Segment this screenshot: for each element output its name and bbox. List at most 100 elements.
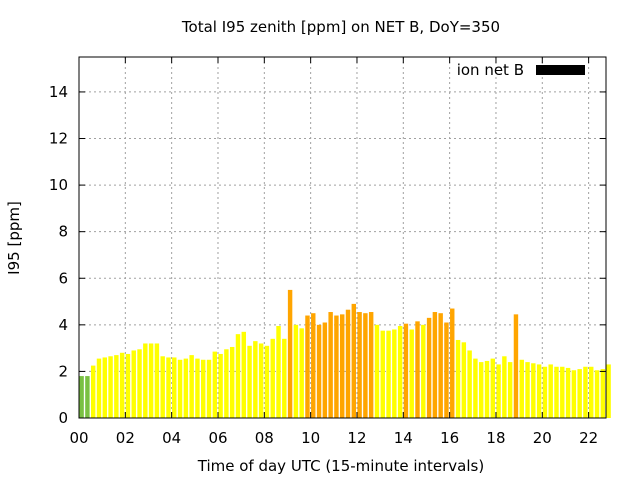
bar bbox=[316, 324, 322, 418]
bar bbox=[496, 364, 501, 418]
bar bbox=[322, 322, 328, 418]
y-tick-label: 10 bbox=[49, 176, 68, 194]
bar bbox=[455, 339, 461, 418]
bar bbox=[334, 315, 339, 418]
bar bbox=[102, 357, 107, 418]
bar bbox=[270, 338, 275, 418]
bar bbox=[502, 356, 507, 418]
grid-lines bbox=[79, 57, 606, 418]
bar bbox=[79, 376, 84, 418]
bar bbox=[148, 343, 154, 418]
bar bbox=[380, 330, 385, 418]
bar bbox=[218, 353, 223, 418]
bar bbox=[299, 328, 304, 418]
y-tick-label: 4 bbox=[58, 316, 68, 334]
bar bbox=[594, 370, 600, 418]
bar bbox=[96, 358, 102, 418]
bar bbox=[340, 314, 345, 418]
bar bbox=[131, 350, 136, 418]
bar bbox=[166, 357, 171, 418]
x-tick-label: 06 bbox=[208, 429, 227, 447]
bar bbox=[490, 358, 496, 418]
bar bbox=[600, 369, 606, 418]
x-tick-label: 20 bbox=[533, 429, 552, 447]
bar bbox=[513, 314, 519, 418]
bar bbox=[507, 362, 513, 418]
bar bbox=[531, 363, 536, 418]
x-tick-label: 14 bbox=[394, 429, 413, 447]
bar bbox=[154, 343, 160, 418]
bar bbox=[241, 331, 246, 418]
legend: ion net B bbox=[457, 61, 585, 79]
bar bbox=[467, 350, 472, 418]
bar bbox=[108, 356, 113, 418]
bar bbox=[276, 326, 281, 418]
y-tick-label: 12 bbox=[49, 130, 68, 148]
bar bbox=[542, 366, 548, 418]
bar bbox=[444, 322, 449, 418]
bar bbox=[357, 312, 362, 418]
bar bbox=[177, 359, 183, 418]
bar bbox=[229, 346, 235, 418]
x-tick-label: 18 bbox=[486, 429, 505, 447]
bar bbox=[224, 349, 229, 418]
y-tick-label: 8 bbox=[58, 223, 68, 241]
bar bbox=[235, 334, 241, 418]
bar bbox=[258, 343, 264, 418]
bar bbox=[90, 365, 96, 418]
bar bbox=[450, 308, 455, 418]
bar bbox=[403, 323, 409, 418]
bar bbox=[119, 352, 125, 418]
bar bbox=[374, 324, 380, 418]
plot-frame bbox=[78, 56, 607, 419]
bar bbox=[560, 366, 565, 418]
bar bbox=[397, 326, 403, 418]
bar bbox=[519, 359, 524, 418]
bar bbox=[137, 349, 142, 418]
bar bbox=[525, 362, 530, 418]
chart-title: Total I95 zenith [ppm] on NET B, DoY=350 bbox=[181, 18, 500, 36]
bar bbox=[287, 289, 293, 418]
x-tick-label: 12 bbox=[347, 429, 366, 447]
bar bbox=[201, 359, 206, 418]
bar bbox=[438, 313, 443, 418]
bar bbox=[264, 345, 270, 418]
bar bbox=[571, 370, 577, 418]
bar bbox=[368, 312, 374, 418]
x-axis-label: Time of day UTC (15-minute intervals) bbox=[197, 457, 484, 475]
bars-layer bbox=[79, 289, 611, 418]
bar bbox=[85, 376, 90, 418]
bar bbox=[114, 355, 119, 418]
legend-label: ion net B bbox=[457, 61, 524, 79]
x-tick-label: 02 bbox=[116, 429, 135, 447]
bar bbox=[536, 364, 542, 418]
bar bbox=[212, 351, 218, 418]
bar bbox=[548, 364, 553, 418]
bar bbox=[160, 356, 165, 418]
bar bbox=[421, 324, 426, 418]
x-tick-label: 16 bbox=[440, 429, 459, 447]
x-tick-label: 08 bbox=[255, 429, 274, 447]
bar bbox=[583, 366, 588, 418]
bar bbox=[172, 357, 177, 418]
x-tick-label: 10 bbox=[301, 429, 320, 447]
bar bbox=[363, 313, 368, 418]
bar bbox=[606, 364, 611, 418]
legend-swatch bbox=[536, 65, 585, 75]
bar bbox=[473, 358, 478, 418]
y-tick-label: 6 bbox=[58, 269, 68, 287]
bar bbox=[282, 338, 287, 418]
y-axis-label: I95 [ppm] bbox=[5, 201, 23, 275]
bar bbox=[484, 360, 490, 418]
bar bbox=[415, 321, 420, 418]
bar bbox=[183, 358, 189, 418]
bar bbox=[125, 353, 131, 418]
bar bbox=[589, 366, 594, 418]
bar bbox=[247, 345, 252, 418]
bar bbox=[554, 366, 559, 418]
bar bbox=[328, 312, 333, 418]
bar bbox=[392, 329, 397, 418]
bar bbox=[345, 309, 351, 418]
bar bbox=[432, 312, 438, 418]
